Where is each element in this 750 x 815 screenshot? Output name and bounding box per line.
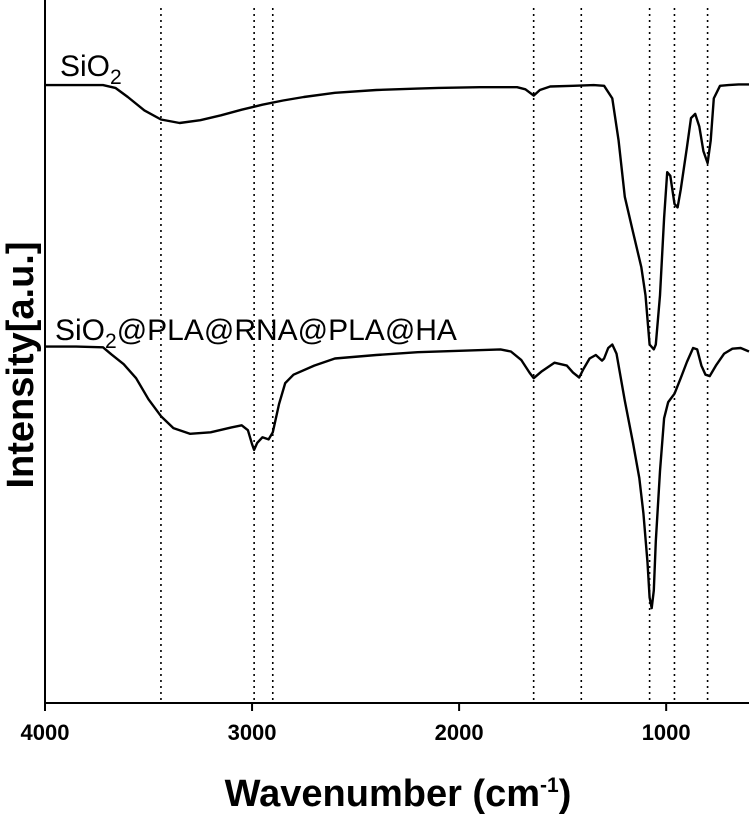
series-label-composite-sub: 2 [105, 330, 117, 353]
x-ticks: 4000 3000 2000 1000 [21, 703, 691, 745]
plot-series [45, 83, 750, 610]
series-label-composite: SiO2@PLA@RNA@PLA@HA [55, 314, 457, 353]
x-axis-title-end: ) [559, 773, 572, 815]
series-line-composite [45, 343, 750, 610]
series-label-sio2: SiO2 [60, 50, 122, 89]
x-tick-label-4000: 4000 [21, 720, 70, 745]
reference-lines [160, 8, 709, 703]
y-axis-title: Intensity[a.u.] [0, 241, 42, 488]
series-label-sio2-main: SiO [60, 50, 110, 83]
series-label-sio2-sub: 2 [110, 66, 122, 89]
x-axis-title: Wavenumber (cm-1) [225, 773, 572, 815]
series-line-sio2 [45, 83, 749, 351]
series-label-composite-rest: @PLA@RNA@PLA@HA [117, 314, 457, 347]
x-axis-title-main: Wavenumber (cm [225, 773, 540, 815]
x-tick-label-2000: 2000 [435, 720, 484, 745]
series-label-composite-main: SiO [55, 314, 105, 347]
x-tick-label-1000: 1000 [642, 720, 691, 745]
x-tick-label-3000: 3000 [228, 720, 277, 745]
x-axis-title-sup: -1 [540, 774, 559, 797]
